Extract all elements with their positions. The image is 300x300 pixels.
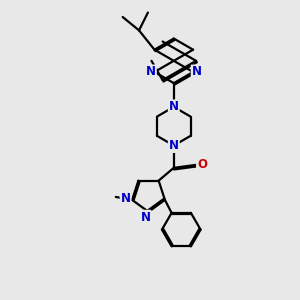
- Text: N: N: [169, 100, 179, 113]
- Text: N: N: [121, 192, 130, 205]
- Text: N: N: [140, 211, 151, 224]
- Text: O: O: [197, 158, 207, 171]
- Text: N: N: [146, 65, 156, 79]
- Text: N: N: [192, 65, 202, 79]
- Text: N: N: [169, 139, 179, 152]
